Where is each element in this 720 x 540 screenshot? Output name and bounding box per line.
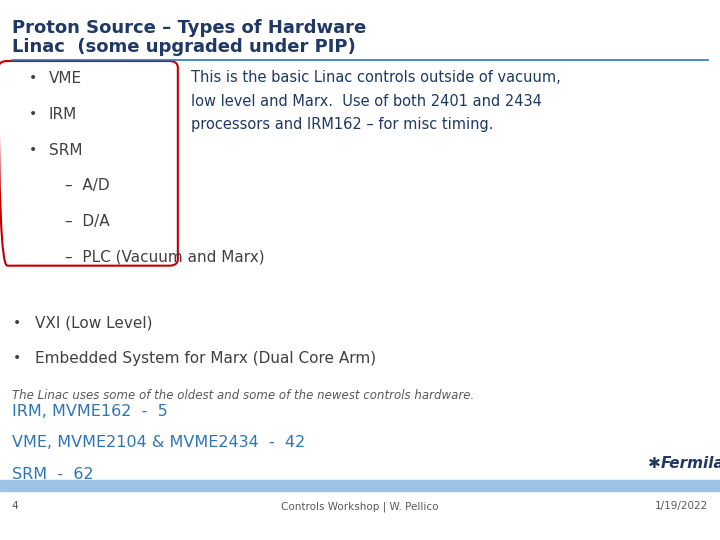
Text: •: • xyxy=(29,143,37,157)
Text: This is the basic Linac controls outside of vacuum,
low level and Marx.  Use of : This is the basic Linac controls outside… xyxy=(191,70,561,132)
Text: VME: VME xyxy=(49,71,82,86)
Text: Controls Workshop | W. Pellico: Controls Workshop | W. Pellico xyxy=(282,501,438,511)
Text: 4: 4 xyxy=(12,501,18,511)
Text: –  D/A: – D/A xyxy=(65,214,109,229)
Text: SRM  -  62: SRM - 62 xyxy=(12,467,93,482)
Text: Embedded System for Marx (Dual Core Arm): Embedded System for Marx (Dual Core Arm) xyxy=(35,351,376,366)
Text: Fermilab: Fermilab xyxy=(661,456,720,471)
Text: Linac  (some upgraded under PIP): Linac (some upgraded under PIP) xyxy=(12,38,355,56)
Text: •: • xyxy=(13,351,21,365)
Text: IRM, MVME162  -  5: IRM, MVME162 - 5 xyxy=(12,404,167,419)
Text: •: • xyxy=(29,71,37,85)
Text: ✱: ✱ xyxy=(648,456,666,471)
Text: 1/19/2022: 1/19/2022 xyxy=(655,501,708,511)
Text: IRM: IRM xyxy=(49,107,77,122)
Text: –  PLC (Vacuum and Marx): – PLC (Vacuum and Marx) xyxy=(65,249,264,265)
Text: Proton Source – Types of Hardware: Proton Source – Types of Hardware xyxy=(12,19,366,37)
Text: –  A/D: – A/D xyxy=(65,178,109,193)
Bar xyxy=(0,480,720,491)
Text: •: • xyxy=(29,107,37,121)
Text: VXI (Low Level): VXI (Low Level) xyxy=(35,316,152,331)
Text: VME, MVME2104 & MVME2434  -  42: VME, MVME2104 & MVME2434 - 42 xyxy=(12,435,305,450)
Text: SRM: SRM xyxy=(49,143,83,158)
Text: The Linac uses some of the oldest and some of the newest controls hardware.: The Linac uses some of the oldest and so… xyxy=(12,389,474,402)
Text: •: • xyxy=(13,316,21,330)
